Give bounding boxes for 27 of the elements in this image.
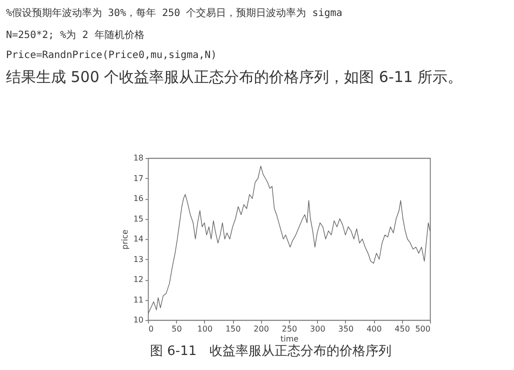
text: %假设预期年波动率为 30%，每年 250 个交易日，预期日波动率为 sigma <box>6 6 342 20</box>
x-tick-label: 50 <box>172 324 182 334</box>
text: 结果生成 500 个收益率服从正态分布的价格序列，如图 6-11 所示。 <box>6 68 463 87</box>
caption: 图 6-11 收益率服从正态分布的价格序列 <box>150 343 392 360</box>
x-tick-label: 400 <box>366 324 382 334</box>
x-tick-label: 300 <box>310 324 326 334</box>
y-tick-label: 11 <box>133 295 144 304</box>
x-tick-label: 0 <box>148 324 154 334</box>
x-tick-label: 450 <box>394 324 410 334</box>
text: Price=RandnPrice(Price0,mu,sigma,N) <box>6 50 217 61</box>
y-tick-label: 13 <box>133 254 144 264</box>
y-tick-label: 10 <box>133 316 144 324</box>
y-tick-label: 17 <box>133 174 144 183</box>
x-tick-label: 350 <box>338 324 354 334</box>
text: N=250*2; %为 2 年随机价格 <box>6 28 144 42</box>
y-tick-label: 18 <box>133 154 144 162</box>
x-tick-label: 150 <box>225 324 241 334</box>
y-tick-label: 14 <box>133 234 144 244</box>
x-tick-label: 200 <box>254 324 269 334</box>
x-tick-label: 500 <box>415 324 430 334</box>
y-tick-label: 12 <box>133 275 144 284</box>
x-tick-label: 250 <box>282 324 298 334</box>
y-axis-title: price <box>120 229 130 250</box>
y-tick-label: 16 <box>133 194 144 203</box>
x-axis-title: time <box>280 334 299 344</box>
x-tick-label: 100 <box>197 324 213 334</box>
y-tick-label: 15 <box>133 214 144 224</box>
